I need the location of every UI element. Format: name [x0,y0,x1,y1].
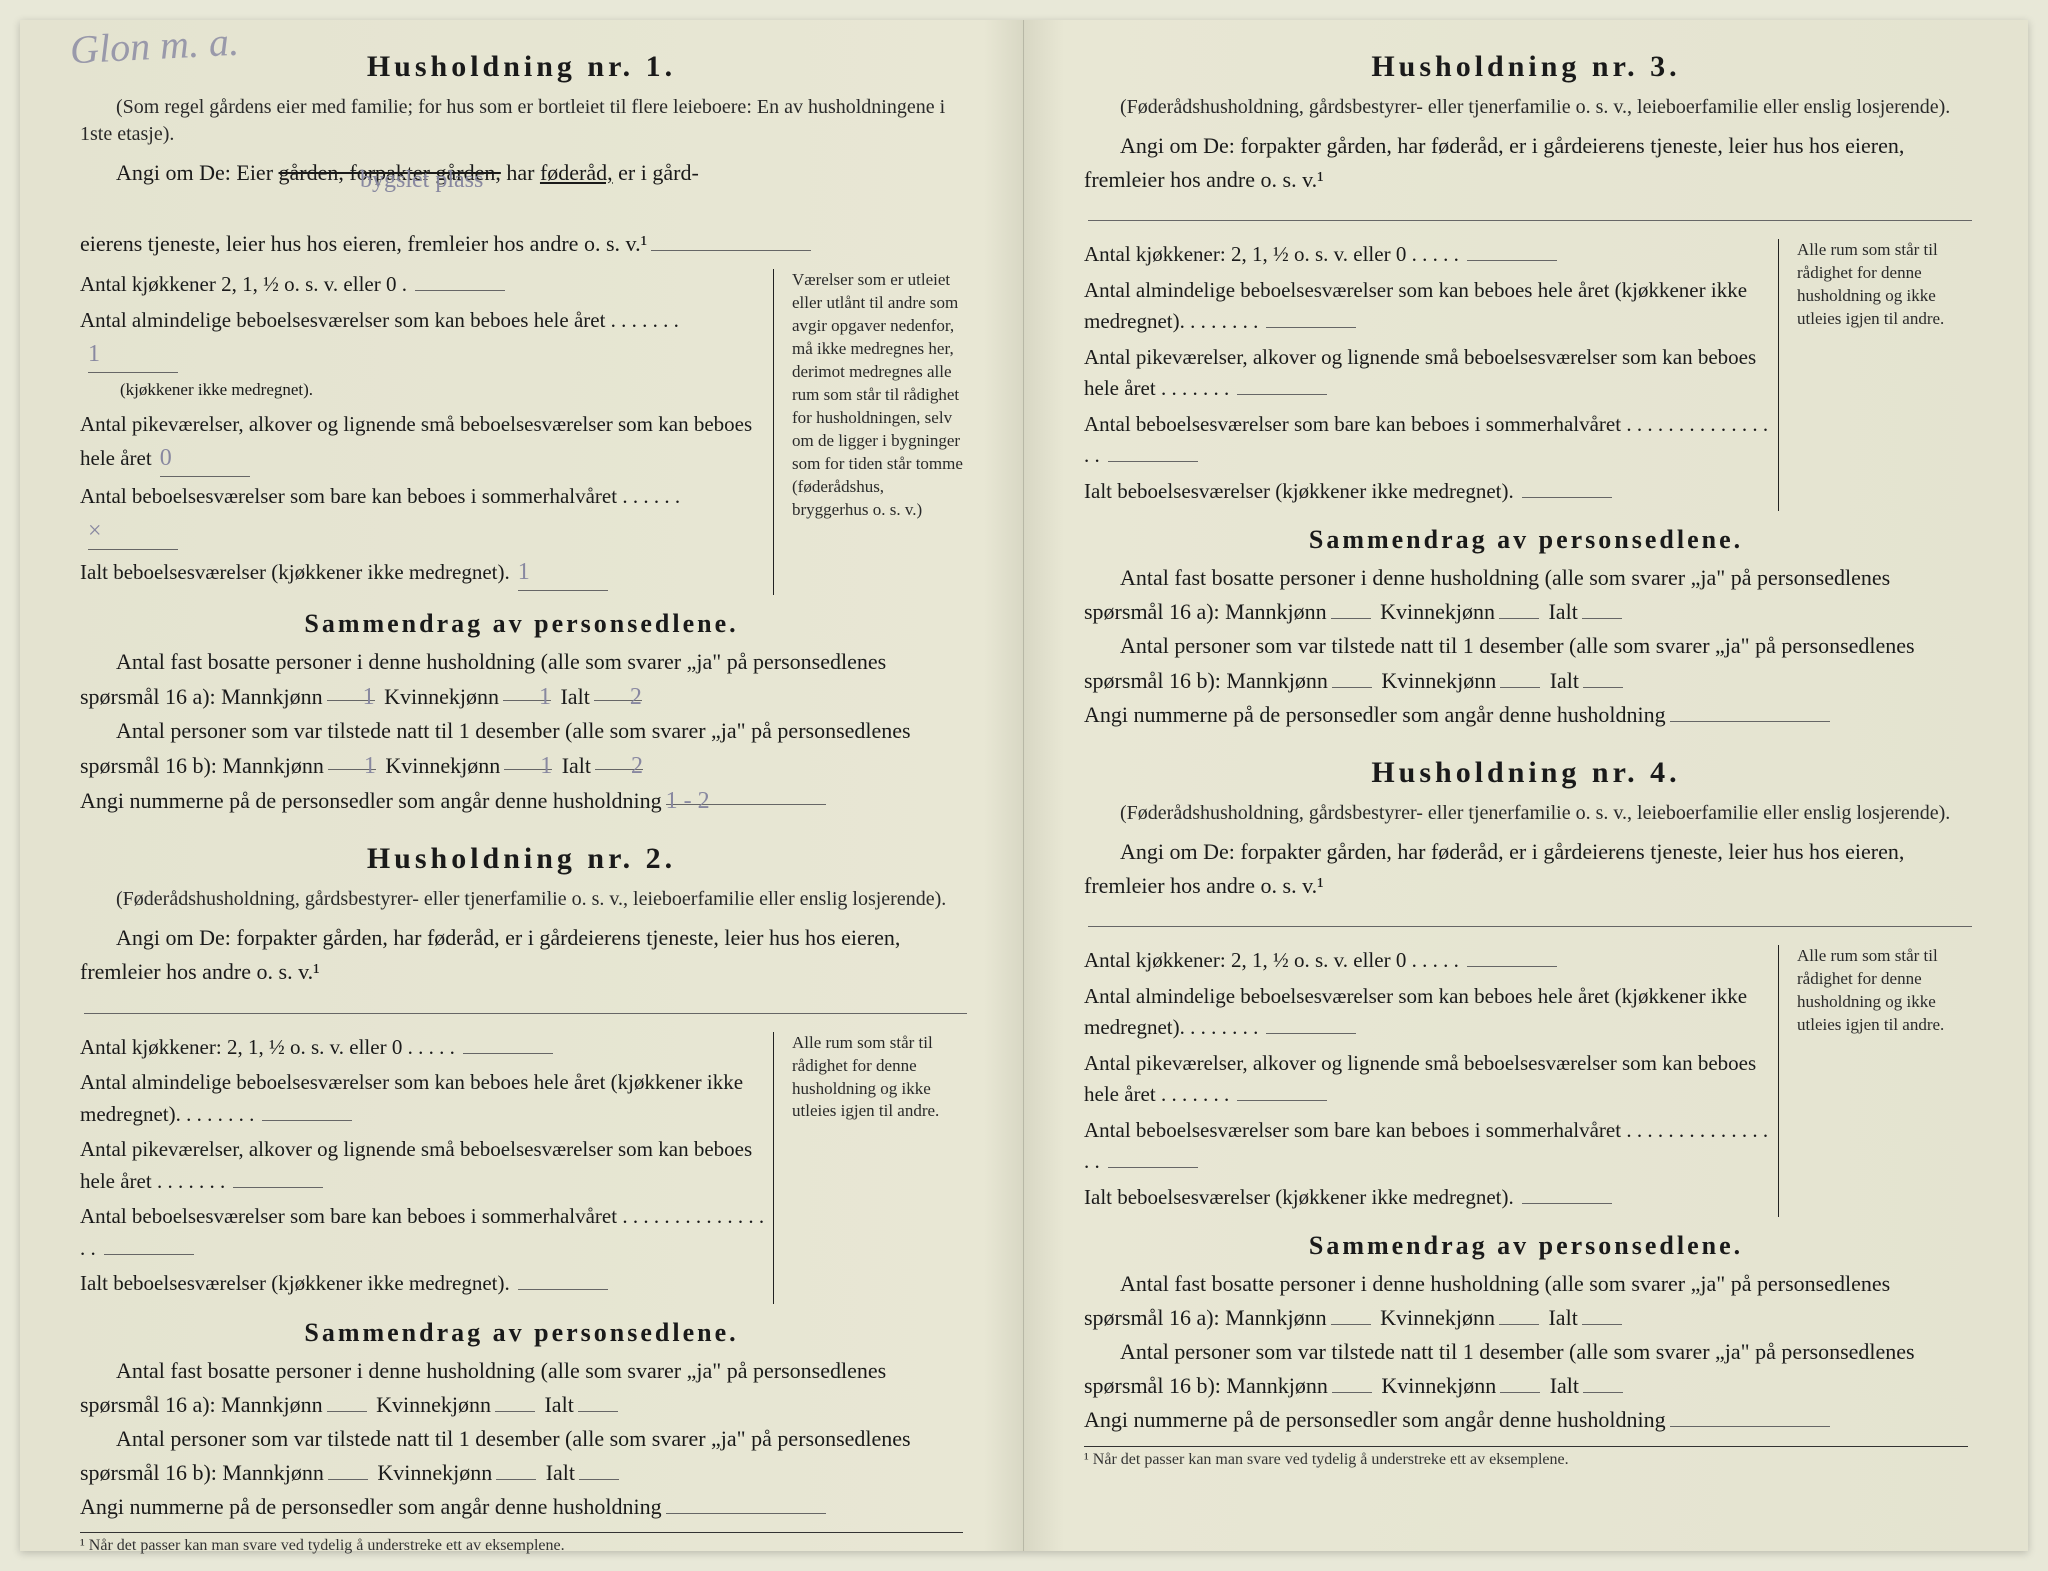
summary-2-16a: Antal fast bosatte personer i denne hush… [80,1354,963,1422]
summary-4-16b: Antal personer som var tilstede natt til… [1084,1335,1968,1403]
household-3-subtitle: (Føderådshusholdning, gårdsbestyrer- ell… [1084,94,1968,121]
summary-1-16b: Antal personer som var tilstede natt til… [80,714,963,783]
summary-2-nummer: Angi nummerne på de personsedler som ang… [80,1490,963,1524]
household-4-angi: Angi om De: forpakter gården, har føderå… [1084,835,1968,903]
summary-1-nummer: Angi nummerne på de personsedler som ang… [80,783,963,818]
row-kjokken: Antal kjøkkener 2, 1, ½ o. s. v. eller 0… [80,269,773,301]
household-4-title: Husholdning nr. 4. [1084,756,1968,790]
row-ialt-4: Ialt beboelsesværelser (kjøkkener ikke m… [1084,1182,1778,1214]
hw-pike: 0 [160,445,172,471]
household-2-title: Husholdning nr. 2. [80,842,963,876]
summary-4-nummer: Angi nummerne på de personsedler som ang… [1084,1403,1968,1437]
row-sommer-3: Antal beboelsesværelser som bare kan beb… [1084,409,1778,472]
row-alm: Antal almindelige beboelsesværelser som … [80,305,773,405]
summary-1-title: Sammendrag av personsedlene. [80,609,963,639]
household-1-angi-cont: eierens tjeneste, leier hus hos eieren, … [80,227,963,261]
household-2-subtitle: (Føderådshusholdning, gårdsbestyrer- ell… [80,886,963,913]
row-pike-4: Antal pikeværelser, alkover og lignende … [1084,1048,1778,1111]
row-kjokken-3: Antal kjøkkener: 2, 1, ½ o. s. v. eller … [1084,239,1778,271]
row-kjokken-2: Antal kjøkkener: 2, 1, ½ o. s. v. eller … [80,1032,773,1064]
hw-alm: 1 [88,341,100,367]
summary-3-title: Sammendrag av personsedlene. [1084,525,1968,555]
row-kjokken-4: Antal kjøkkener: 2, 1, ½ o. s. v. eller … [1084,945,1778,977]
household-4-rows: Antal kjøkkener: 2, 1, ½ o. s. v. eller … [1084,945,1968,1217]
row-alm-4: Antal almindelige beboelsesværelser som … [1084,981,1778,1044]
row-ialt-3: Ialt beboelsesværelser (kjøkkener ikke m… [1084,476,1778,508]
row-rightnote-1: Værelser som er utleiet eller utlånt til… [773,269,963,595]
summary-1-16a: Antal fast bosatte personer i denne hush… [80,645,963,714]
household-2: Husholdning nr. 2. (Føderådshusholdning,… [80,842,963,1555]
row-ialt-2: Ialt beboelsesværelser (kjøkkener ikke m… [80,1268,773,1300]
census-form-page: Glon m. a. Husholdning nr. 1. (Som regel… [20,20,2028,1551]
footnote-right: ¹ Når det passer kan man svare ved tydel… [1084,1446,1968,1469]
row-pike-2: Antal pikeværelser, alkover og lignende … [80,1134,773,1197]
summary-2-title: Sammendrag av personsedlene. [80,1318,963,1348]
handwritten-bygslet: bygslet plass [360,167,483,193]
summary-3-nummer: Angi nummerne på de personsedler som ang… [1084,698,1968,732]
household-3: Husholdning nr. 3. (Føderådshusholdning,… [1084,50,1968,732]
row-pike-3: Antal pikeværelser, alkover og lignende … [1084,342,1778,405]
summary-2-16b: Antal personer som var tilstede natt til… [80,1422,963,1490]
row-rightnote-2: Alle rum som står til rådighet for denne… [773,1032,963,1304]
row-pike: Antal pikeværelser, alkover og lignende … [80,409,773,478]
row-rightnote-4: Alle rum som står til rådighet for denne… [1778,945,1968,1217]
household-1-rows: Antal kjøkkener 2, 1, ½ o. s. v. eller 0… [80,269,963,595]
household-4: Husholdning nr. 4. (Føderådshusholdning,… [1084,756,1968,1469]
household-1-title: Husholdning nr. 1. [80,50,963,84]
row-rightnote-3: Alle rum som står til rådighet for denne… [1778,239,1968,511]
hw-ialt: 1 [518,559,530,585]
row-sommer-2: Antal beboelsesværelser som bare kan beb… [80,1201,773,1264]
household-3-rows: Antal kjøkkener: 2, 1, ½ o. s. v. eller … [1084,239,1968,511]
hw-sommer: × [88,518,102,544]
summary-4-16a: Antal fast bosatte personer i denne hush… [1084,1267,1968,1335]
household-2-angi: Angi om De: forpakter gården, har føderå… [80,921,963,989]
row-sommer-4: Antal beboelsesværelser som bare kan beb… [1084,1115,1778,1178]
right-column: Husholdning nr. 3. (Føderådshusholdning,… [1024,20,2028,1551]
household-2-rows: Antal kjøkkener: 2, 1, ½ o. s. v. eller … [80,1032,963,1304]
household-4-subtitle: (Føderådshusholdning, gårdsbestyrer- ell… [1084,800,1968,827]
summary-3-16a: Antal fast bosatte personer i denne hush… [1084,561,1968,629]
summary-4-title: Sammendrag av personsedlene. [1084,1231,1968,1261]
row-ialt: Ialt beboelsesværelser (kjøkkener ikke m… [80,554,773,591]
row-alm-3: Antal almindelige beboelsesværelser som … [1084,275,1778,338]
footnote-left: ¹ Når det passer kan man svare ved tydel… [80,1532,963,1555]
household-1-subtitle: (Som regel gårdens eier med familie; for… [80,94,963,148]
household-3-title: Husholdning nr. 3. [1084,50,1968,84]
row-sommer: Antal beboelsesværelser som bare kan beb… [80,481,773,550]
left-column: Husholdning nr. 1. (Som regel gårdens ei… [20,20,1024,1551]
summary-3-16b: Antal personer som var tilstede natt til… [1084,629,1968,697]
household-3-angi: Angi om De: forpakter gården, har føderå… [1084,129,1968,197]
row-alm-2: Antal almindelige beboelsesværelser som … [80,1067,773,1130]
household-1-angi: Angi om De: Eier gården, forpakter gårde… [80,156,963,227]
household-1: Husholdning nr. 1. (Som regel gårdens ei… [80,50,963,818]
